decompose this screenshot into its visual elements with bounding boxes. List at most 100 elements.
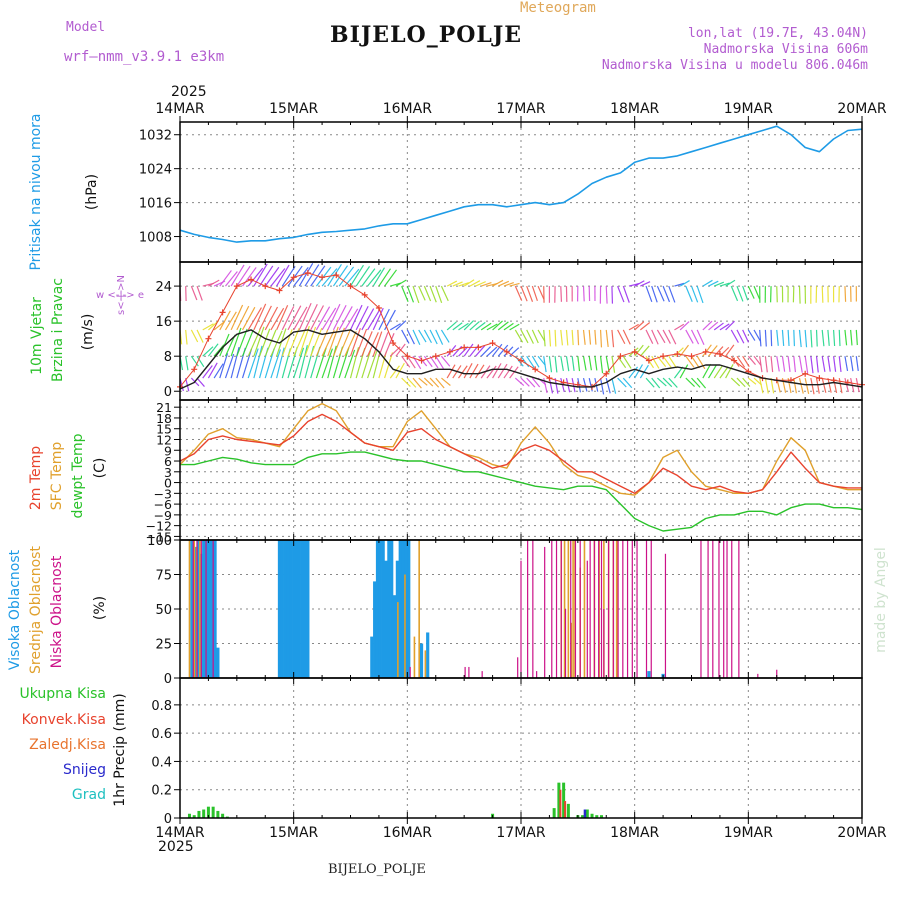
- wind-barb: [475, 364, 485, 379]
- wind-barb: [452, 281, 463, 287]
- wind-barb: [617, 285, 625, 303]
- wind-barb: [713, 346, 724, 357]
- wind-barb: [730, 329, 739, 343]
- wind-barb: [622, 377, 633, 389]
- y-tick-label: 0.2: [151, 784, 172, 799]
- low-cloud-bar: [196, 540, 198, 678]
- wind-barb: [298, 302, 312, 331]
- high-cloud-bar: [210, 540, 214, 678]
- wind-barb: [497, 321, 509, 331]
- y-tick-label: 0: [164, 476, 172, 491]
- wind-barb: [599, 356, 604, 374]
- low-cloud-bar: [192, 540, 194, 678]
- wind-barb: [446, 280, 458, 287]
- wind-barb: [685, 329, 694, 344]
- wind-barb: [537, 285, 545, 300]
- wind-barb: [423, 355, 433, 368]
- wind-barb: [702, 320, 713, 331]
- wind-barb: [304, 304, 318, 331]
- wind-barb: [520, 355, 530, 368]
- wind-barb: [429, 377, 440, 388]
- wind-barb: [679, 280, 690, 287]
- wind-compass-label: w <-|-> e: [96, 290, 144, 301]
- wind-barb: [389, 365, 400, 379]
- wind-barb: [537, 329, 546, 342]
- wind-barb: [384, 269, 398, 287]
- high-cloud-bar: [404, 540, 408, 678]
- wind-barb: [605, 329, 609, 348]
- temp2m-axis-label: 2m Temp: [28, 446, 44, 510]
- wind-speed-line: [179, 329, 863, 390]
- wind-barb: [588, 356, 592, 371]
- mid-cloud-bar: [199, 540, 201, 678]
- y-tick-label: 0: [164, 812, 172, 827]
- low-cloud-bar: [631, 540, 633, 678]
- wind-barb: [384, 332, 395, 357]
- wind-barb: [662, 377, 673, 388]
- wind-barb: [344, 331, 357, 357]
- wind-barb: [520, 329, 529, 344]
- wind-barb: [685, 285, 693, 302]
- wind-barb: [412, 377, 422, 389]
- wind-barb: [747, 355, 756, 366]
- wind-barb: [253, 345, 263, 379]
- temperature-panel-frame: [179, 399, 863, 541]
- label-layer: 1008101610241032081624−15−12−9−6−3036912…: [7, 101, 889, 841]
- wind-barb: [418, 377, 428, 386]
- wind-barb: [821, 377, 827, 393]
- wind-barb: [241, 306, 256, 331]
- wind-barb: [668, 329, 677, 345]
- wind-barb: [492, 343, 503, 357]
- wind-barb: [526, 285, 534, 302]
- high-cloud-bar: [401, 540, 405, 678]
- precip-total-bar: [557, 782, 561, 818]
- wind-barb: [202, 323, 214, 331]
- high-cloud-bar: [286, 540, 290, 678]
- wind-barb: [815, 329, 818, 347]
- wind-barb: [526, 329, 534, 344]
- y-tick-label: 1008: [139, 231, 172, 246]
- precip-legend-hail: Grad: [72, 787, 106, 803]
- wind-barb: [293, 347, 305, 379]
- wind-barb: [332, 304, 347, 331]
- wind-barb: [736, 329, 745, 344]
- wind-barb: [401, 285, 409, 302]
- low-cloud-bar: [600, 540, 603, 678]
- wind-barb: [793, 356, 797, 373]
- wind-barb: [685, 355, 695, 368]
- wind-barb: [224, 353, 235, 379]
- wind-barb: [486, 323, 498, 331]
- wind-barb: [440, 285, 449, 302]
- wind-barb: [401, 329, 410, 344]
- wind-barb: [850, 329, 853, 346]
- wind-barb: [259, 305, 272, 331]
- wind-barb: [190, 329, 199, 343]
- wind-barb: [645, 377, 655, 388]
- high-cloud-bar: [306, 540, 310, 678]
- wind-barb: [293, 267, 309, 287]
- wind-barb: [810, 329, 813, 348]
- wind-barb: [435, 377, 445, 389]
- wind-barb: [628, 366, 639, 379]
- wind-barb: [208, 279, 220, 287]
- wind-barb: [628, 323, 639, 331]
- wind-barb: [196, 355, 205, 368]
- x-tick-label-top: 19MAR: [724, 101, 773, 117]
- wind-barb: [668, 285, 676, 303]
- y-tick-label: 1024: [139, 163, 172, 178]
- high-cloud-bar: [190, 540, 194, 678]
- wind-barb: [725, 279, 736, 287]
- wind-barb: [236, 265, 251, 287]
- precip-total-bar: [566, 803, 570, 818]
- wind-barb: [708, 364, 718, 379]
- wind-barb: [577, 356, 581, 372]
- mid-cloud-bar: [193, 540, 196, 678]
- wind-barb: [702, 363, 712, 379]
- wind-barb: [622, 285, 630, 303]
- low-cloud-bar: [731, 540, 733, 678]
- dewpt-axis-label: dewpt Temp: [70, 433, 86, 518]
- high-cloud-bar: [292, 540, 296, 678]
- wind-barb: [264, 266, 280, 287]
- mid-cloud-bar: [563, 540, 566, 678]
- high-cloud-bar: [373, 581, 377, 678]
